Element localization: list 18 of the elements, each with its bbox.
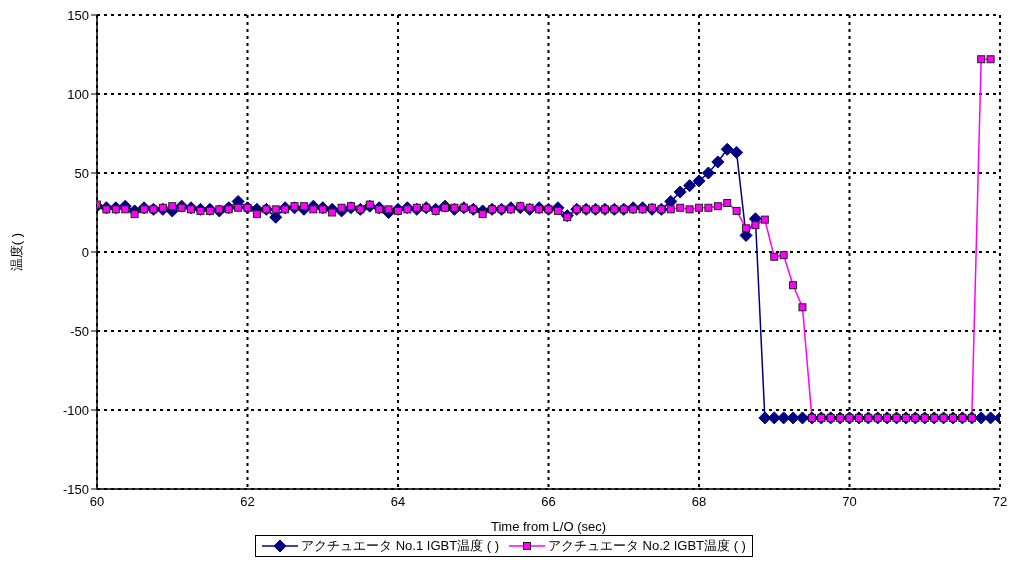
- x-tick-label: 68: [691, 494, 707, 510]
- x-tick-label: 60: [89, 494, 105, 510]
- legend-label: アクチュエータ No.1 IGBT温度 ( ): [301, 537, 499, 555]
- y-tick-label: 0: [81, 244, 89, 260]
- y-tick-label: 50: [74, 165, 89, 181]
- x-axis-title: Time from L/O (sec): [490, 519, 607, 534]
- y-tick-label: -50: [70, 323, 89, 339]
- y-tick-label: 150: [67, 7, 89, 23]
- x-tick-label: 66: [541, 494, 556, 510]
- y-tick-label: -100: [62, 402, 89, 418]
- x-tick-label: 72: [992, 494, 1008, 510]
- y-tick-label: -150: [62, 481, 89, 497]
- x-tick-label: 70: [842, 494, 857, 510]
- x-tick-label: 62: [240, 494, 255, 510]
- x-tick-label: 64: [390, 494, 406, 510]
- y-tick-label: 100: [67, 86, 89, 102]
- y-axis-title: 温度( ): [8, 232, 24, 272]
- legend-label: アクチュエータ No.2 IGBT温度 ( ): [548, 537, 746, 555]
